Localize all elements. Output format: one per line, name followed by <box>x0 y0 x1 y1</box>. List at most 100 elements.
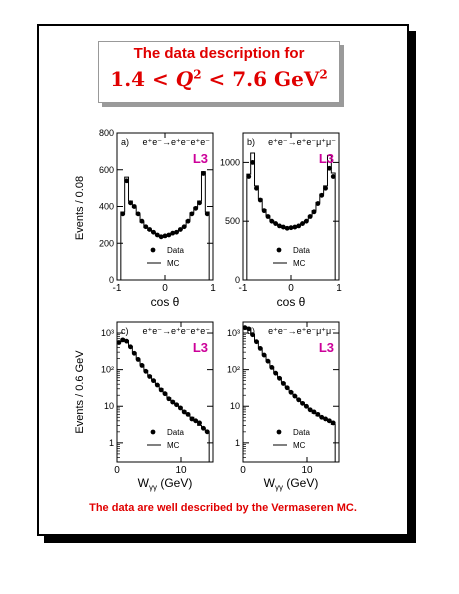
data-point <box>197 420 202 426</box>
data-point <box>120 337 126 343</box>
y-tick-label: 1000 <box>220 157 240 167</box>
data-point <box>277 375 282 381</box>
data-point <box>151 229 156 235</box>
data-point <box>307 407 313 413</box>
mc-histogram <box>246 152 336 280</box>
data-point <box>170 399 176 405</box>
data-point <box>170 230 176 236</box>
data-point <box>193 418 199 424</box>
data-point <box>189 211 195 217</box>
data-point <box>124 338 129 344</box>
slide-frame: The data description for 1.4 < Q2 < 7.6 … <box>37 24 409 536</box>
data-point <box>303 218 309 224</box>
data-point <box>181 224 187 230</box>
data-point <box>261 352 267 358</box>
data-point <box>311 409 317 415</box>
data-point <box>128 344 133 350</box>
y-tick-label: 1 <box>109 438 114 448</box>
y-tick-label: 600 <box>99 165 114 175</box>
data-point <box>327 165 332 171</box>
x-tick-label: 1 <box>210 283 216 294</box>
x-axis-label-main: W <box>138 476 150 490</box>
data-point <box>269 218 275 224</box>
y-tick-label: 10 <box>104 401 114 411</box>
data-point <box>330 174 336 179</box>
data-point <box>273 370 279 376</box>
data-point <box>319 192 325 198</box>
legend-data-label: Data <box>293 428 310 437</box>
data-point <box>288 225 294 231</box>
data-point <box>185 411 191 417</box>
data-point <box>162 391 168 397</box>
data-point <box>292 224 298 230</box>
data-point <box>319 414 325 420</box>
data-point <box>204 211 210 217</box>
x-tick-label: 0 <box>114 465 120 476</box>
data-point <box>303 403 309 409</box>
y-tick-label: 400 <box>99 202 114 212</box>
y-tick-label: 0 <box>235 275 240 285</box>
legend-data-marker <box>150 247 156 253</box>
data-point <box>246 326 252 332</box>
data-point <box>330 420 336 426</box>
legend-data-label: Data <box>167 246 184 255</box>
x-tick-label: 10 <box>175 465 187 476</box>
data-point <box>158 234 164 240</box>
data-point <box>284 385 290 391</box>
data-point <box>166 396 172 402</box>
channel-label: e⁺e⁻→e⁺e⁻e⁺e⁻ <box>142 137 210 147</box>
x-axis-label-main: W <box>264 476 276 490</box>
data-point <box>288 389 294 395</box>
data-point <box>201 171 206 176</box>
x-axis-label-sub: γγ <box>149 483 157 492</box>
data-point <box>174 402 179 408</box>
data-point <box>135 357 141 362</box>
data-point <box>189 416 195 422</box>
data-point <box>300 400 305 406</box>
legend-data-marker <box>276 429 282 435</box>
data-point <box>300 221 305 226</box>
mc-histogram <box>120 171 210 280</box>
y-tick-label: 10² <box>101 365 114 375</box>
data-point <box>120 211 126 217</box>
data-point <box>128 200 133 206</box>
data-point <box>280 381 286 386</box>
data-point <box>162 233 168 239</box>
data-point <box>257 197 263 203</box>
data-point <box>254 185 259 191</box>
title-box: The data description for 1.4 < Q2 < 7.6 … <box>98 41 340 103</box>
data-point <box>261 208 267 214</box>
data-point <box>323 185 328 191</box>
y-tick-label: 10 <box>230 401 240 411</box>
data-point <box>265 358 271 364</box>
data-point <box>250 160 256 165</box>
x-axis-label-d: Wγγ (GeV) <box>264 476 319 492</box>
q2-upper-bound: 7.6 <box>232 67 268 91</box>
data-point <box>177 227 183 232</box>
x-tick-label: -1 <box>113 283 122 294</box>
data-point <box>257 346 263 351</box>
data-point <box>158 387 164 393</box>
y-tick-label: 0 <box>109 275 114 285</box>
data-point <box>254 339 259 345</box>
y-tick-label: 800 <box>99 128 114 138</box>
data-point <box>154 382 160 388</box>
x-tick-label: 1 <box>336 283 342 294</box>
x-axis-label-c: Wγγ (GeV) <box>138 476 193 492</box>
l3-label: L3 <box>193 340 208 355</box>
data-point <box>265 214 271 219</box>
chart-panel-4: 0 10 1 10 10² 10³ d) e⁺e⁻→e⁺e⁻μ⁺μ⁻ L3 Data MC <box>227 321 340 476</box>
data-point <box>139 363 145 368</box>
legend-data-label: Data <box>293 246 310 255</box>
data-point <box>284 225 290 231</box>
y-axis-label-top: Events / 0.08 <box>74 176 86 240</box>
y-tick-label: 200 <box>99 238 114 248</box>
q2-power: 2 <box>193 67 202 82</box>
legend-data-marker <box>150 429 156 435</box>
legend-mc-label: MC <box>293 259 306 268</box>
x-tick-label: 0 <box>288 283 294 294</box>
x-axis-label-a: cos θ <box>151 295 180 309</box>
panel-label: a) <box>121 137 129 147</box>
